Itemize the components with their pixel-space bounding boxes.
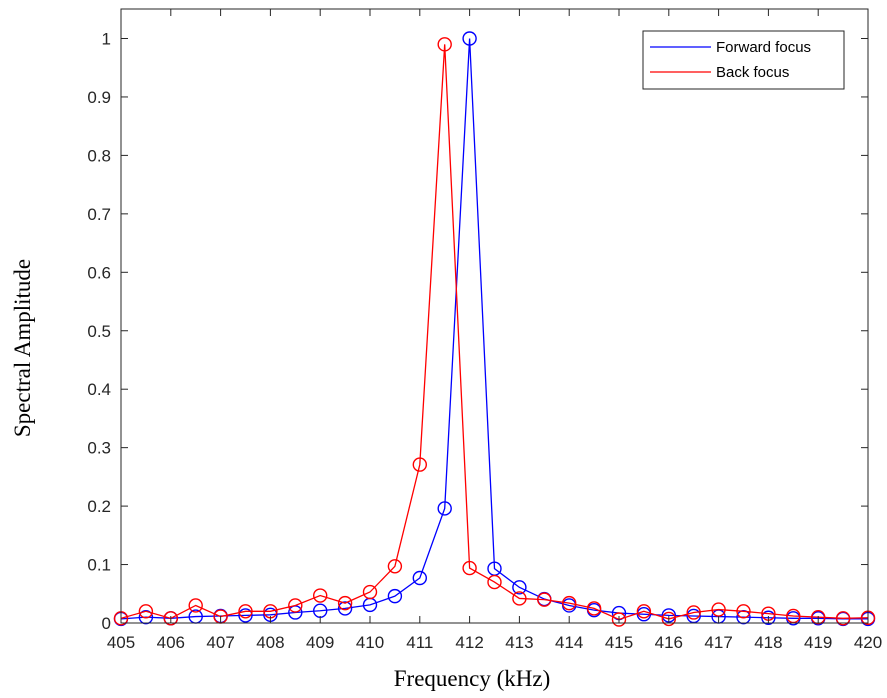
- series-back-focus: [113, 37, 876, 627]
- data-point-back-focus: [437, 37, 452, 52]
- data-point-forward-focus: [761, 610, 776, 625]
- data-point-forward-focus: [512, 580, 527, 595]
- data-point-back-focus: [487, 574, 502, 590]
- y-tick-label: 0.6: [87, 263, 111, 282]
- data-point-back-focus: [163, 611, 179, 626]
- data-point-back-focus: [138, 604, 154, 619]
- y-tick-label: 0.5: [87, 322, 111, 341]
- data-point-forward-focus: [462, 31, 477, 46]
- x-tick-label: 409: [306, 633, 334, 652]
- data-point-back-focus: [562, 595, 577, 611]
- data-point-back-focus: [362, 584, 378, 600]
- legend-label-forward: Forward focus: [716, 39, 811, 56]
- data-point-forward-focus: [686, 608, 701, 624]
- x-tick-label: 413: [505, 633, 533, 652]
- data-point-forward-focus: [736, 609, 751, 625]
- data-point-back-focus: [786, 608, 801, 624]
- plot-area: [121, 9, 868, 623]
- x-tick-label: 410: [356, 633, 384, 652]
- x-axis: 405 406 407 408 409 410 411 412 413 414 415 416 417 4…: [107, 9, 882, 652]
- y-tick-label: 0.8: [87, 146, 111, 165]
- legend-label-back: Back focus: [716, 64, 789, 81]
- data-point-back-focus: [661, 611, 676, 627]
- data-point-back-focus: [288, 598, 303, 613]
- x-tick-label: 411: [406, 633, 433, 652]
- x-tick-label: 412: [455, 633, 483, 652]
- data-point-back-focus: [238, 604, 253, 619]
- y-tick-label: 0.9: [87, 88, 111, 107]
- data-point-back-focus: [811, 609, 826, 625]
- x-tick-label: 408: [256, 633, 284, 652]
- y-tick-label: 0: [102, 614, 111, 633]
- y-tick-label: 1: [102, 30, 111, 49]
- x-tick-label: 405: [107, 633, 135, 652]
- y-tick-label: 0.4: [87, 380, 111, 399]
- data-point-back-focus: [736, 604, 751, 619]
- data-point-forward-focus: [238, 608, 253, 623]
- data-point-forward-focus: [437, 501, 452, 516]
- data-point-back-focus: [313, 588, 328, 603]
- x-tick-label: 407: [206, 633, 234, 652]
- data-point-back-focus: [586, 601, 602, 616]
- data-point-forward-focus: [337, 601, 353, 616]
- x-tick-label: 414: [555, 633, 583, 652]
- y-tick-label: 0.3: [87, 439, 111, 458]
- x-tick-label: 419: [804, 633, 832, 652]
- x-tick-label: 406: [157, 633, 185, 652]
- data-point-back-focus: [611, 612, 627, 627]
- x-tick-label: 420: [854, 633, 882, 652]
- x-tick-label: 416: [655, 633, 683, 652]
- y-axis: 0 0.1 0.2 0.3 0.4 0.5 0.6 0.7 0.8 0.9 1: [87, 30, 868, 633]
- x-tick-label: 417: [704, 633, 732, 652]
- data-point-back-focus: [387, 559, 403, 574]
- data-point-back-focus: [512, 591, 527, 606]
- axes-box: [120, 8, 869, 624]
- data-point-back-focus: [337, 595, 353, 611]
- legend: Forward focus Back focus: [642, 30, 845, 90]
- x-axis-label: Frequency (kHz): [394, 666, 550, 691]
- y-axis-label: Spectral Amplitude: [10, 259, 35, 437]
- data-point-back-focus: [188, 598, 203, 613]
- data-point-forward-focus: [412, 570, 427, 586]
- data-point-forward-focus: [387, 588, 403, 604]
- series-layer: [113, 31, 876, 627]
- data-point-back-focus: [686, 605, 701, 620]
- x-tick-label: 415: [605, 633, 633, 652]
- x-tick-label: 418: [754, 633, 782, 652]
- data-point-back-focus: [462, 560, 477, 576]
- data-point-back-focus: [537, 592, 552, 607]
- y-tick-label: 0.1: [87, 556, 111, 575]
- data-point-back-focus: [636, 604, 652, 619]
- legend-box: [642, 30, 845, 90]
- data-point-back-focus: [412, 457, 427, 472]
- y-tick-label: 0.2: [87, 497, 111, 516]
- data-point-back-focus: [835, 611, 851, 626]
- series-line-back-focus: [120, 44, 869, 621]
- y-tick-label: 0.7: [87, 205, 111, 224]
